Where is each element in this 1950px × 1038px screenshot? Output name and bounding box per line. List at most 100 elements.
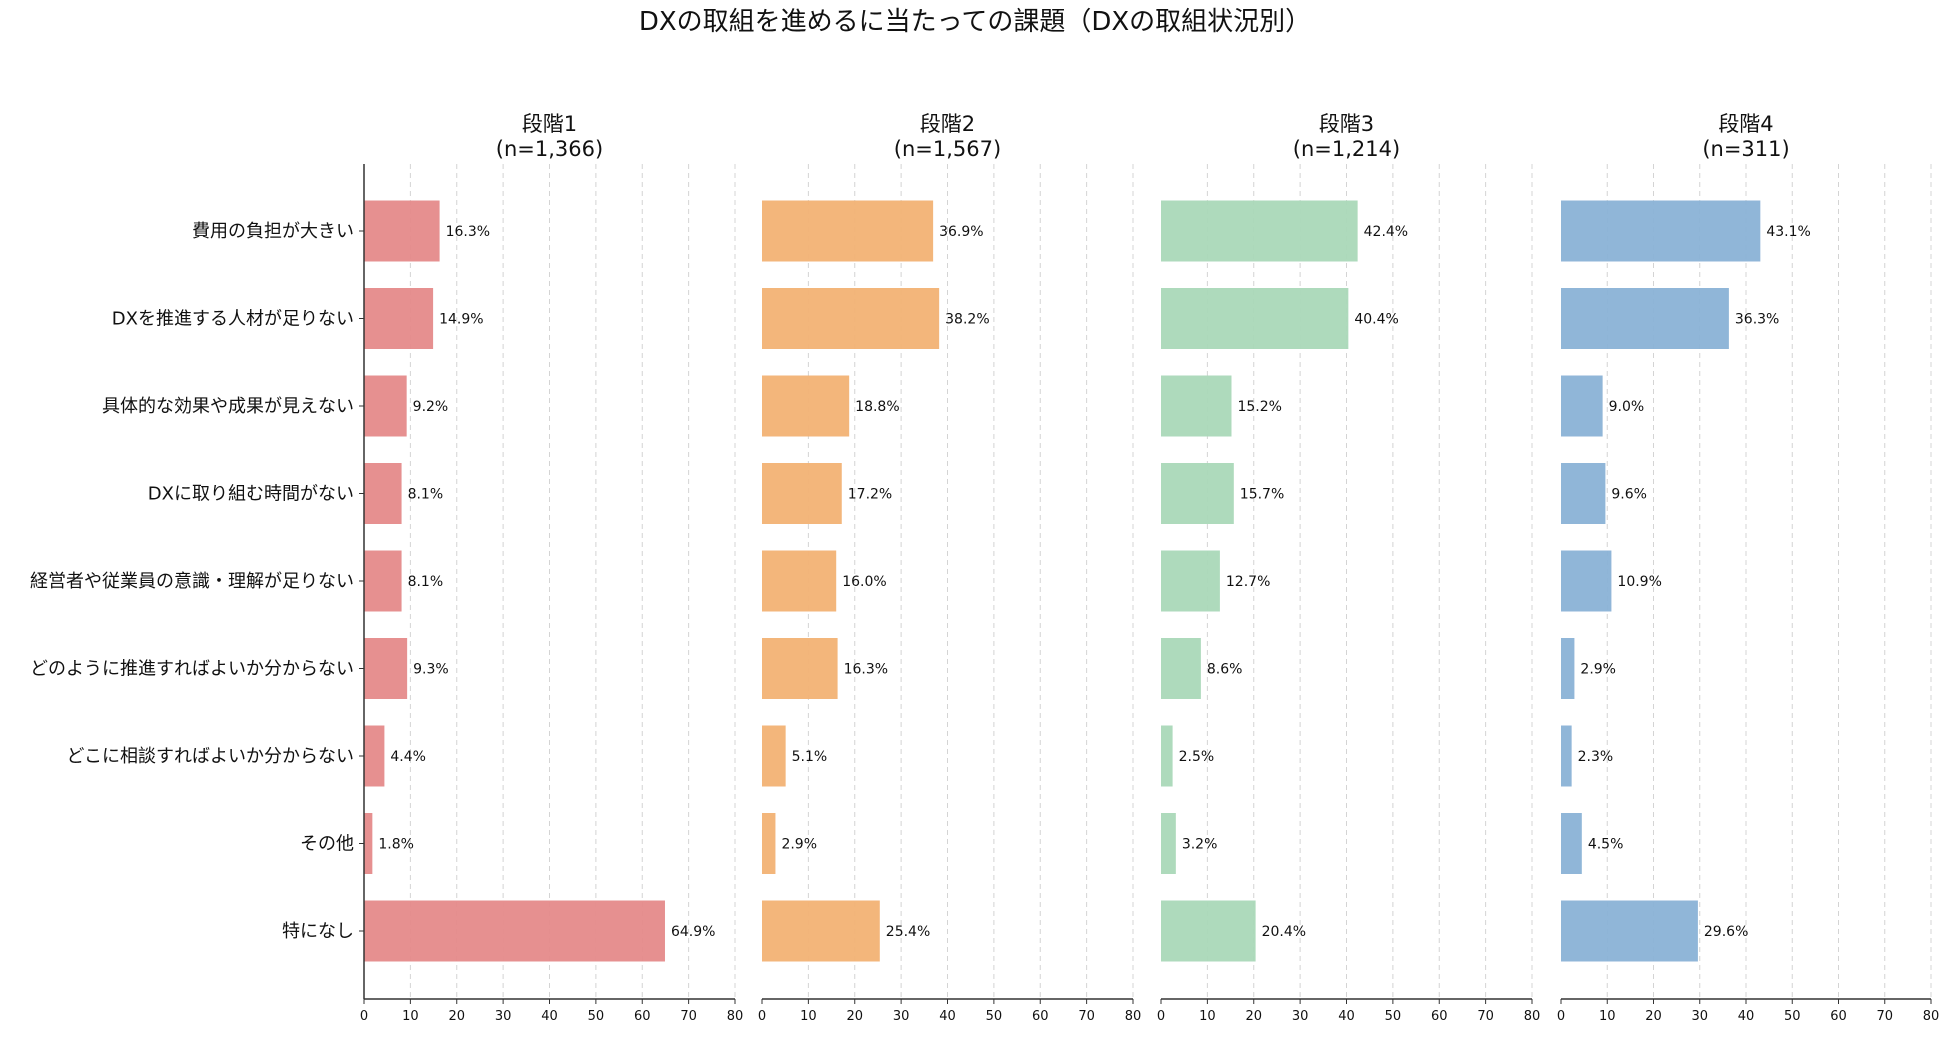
- panel-title: 段階3: [1319, 112, 1374, 136]
- data-label: 42.4%: [1364, 224, 1408, 240]
- bar: [364, 200, 440, 262]
- bar: [762, 725, 786, 787]
- bar: [364, 550, 402, 612]
- panel-title: 段階4: [1718, 112, 1773, 136]
- bar: [1161, 813, 1176, 874]
- data-label: 36.9%: [939, 224, 983, 240]
- x-tick-label: 60: [1431, 1009, 1448, 1024]
- panel-title: 段階1: [522, 112, 577, 136]
- x-tick-label: 40: [1738, 1009, 1755, 1024]
- x-tick-label: 30: [495, 1009, 512, 1024]
- data-label: 64.9%: [671, 924, 715, 940]
- x-tick-label: 70: [1078, 1009, 1095, 1024]
- data-label: 2.9%: [781, 837, 817, 853]
- y-tick-label: DXに取り組む時間がない: [148, 484, 354, 505]
- x-tick-label: 0: [360, 1009, 368, 1024]
- x-tick-label: 30: [1292, 1009, 1309, 1024]
- data-label: 4.4%: [390, 749, 426, 765]
- x-tick-label: 10: [800, 1009, 817, 1024]
- y-tick-label: その他: [300, 834, 354, 855]
- bar: [762, 200, 934, 262]
- x-tick-label: 10: [1199, 1009, 1216, 1024]
- x-tick-label: 10: [1599, 1009, 1616, 1024]
- x-tick-label: 60: [634, 1009, 651, 1024]
- data-label: 8.1%: [408, 574, 444, 590]
- data-label: 17.2%: [848, 487, 892, 503]
- x-tick-label: 30: [893, 1009, 910, 1024]
- x-tick-label: 30: [1691, 1009, 1708, 1024]
- bar: [1161, 900, 1256, 962]
- x-tick-label: 20: [448, 1009, 465, 1024]
- bar: [1161, 200, 1358, 262]
- bar: [762, 550, 837, 612]
- data-label: 18.8%: [855, 399, 899, 415]
- data-label: 16.0%: [842, 574, 886, 590]
- panel-subtitle: (n=1,567): [894, 137, 1001, 161]
- chart-title: DXの取組を進めるに当たっての課題（DXの取組状況別）: [639, 7, 1311, 37]
- x-tick-label: 80: [1524, 1009, 1541, 1024]
- data-label: 8.1%: [408, 487, 444, 503]
- data-label: 40.4%: [1354, 312, 1398, 328]
- y-tick-label: どこに相談すればよいか分からない: [67, 746, 354, 767]
- bar: [1561, 463, 1606, 524]
- data-label: 25.4%: [886, 924, 930, 940]
- y-tick-label: 費用の負担が大きい: [192, 221, 354, 242]
- data-label: 36.3%: [1735, 312, 1779, 328]
- x-tick-label: 40: [541, 1009, 558, 1024]
- x-tick-label: 40: [1338, 1009, 1355, 1024]
- x-tick-label: 20: [1245, 1009, 1262, 1024]
- y-tick-label: 具体的な効果や成果が見えない: [102, 396, 354, 417]
- bar: [1161, 463, 1234, 524]
- x-tick-label: 80: [1125, 1009, 1142, 1024]
- data-label: 5.1%: [792, 749, 828, 765]
- x-tick-label: 0: [1557, 1009, 1565, 1024]
- x-tick-label: 50: [588, 1009, 605, 1024]
- data-label: 9.3%: [413, 662, 449, 678]
- data-label: 9.6%: [1611, 487, 1647, 503]
- x-tick-label: 80: [1923, 1009, 1940, 1024]
- bar: [762, 288, 940, 349]
- data-label: 2.9%: [1580, 662, 1616, 678]
- bar: [1161, 375, 1232, 437]
- x-tick-label: 70: [1876, 1009, 1893, 1024]
- bar: [762, 900, 880, 962]
- data-label: 8.6%: [1207, 662, 1243, 678]
- y-tick-label: 経営者や従業員の意識・理解が足りない: [30, 571, 354, 592]
- data-label: 9.0%: [1609, 399, 1645, 415]
- y-tick-label: 特になし: [282, 921, 354, 942]
- bar: [1161, 725, 1173, 787]
- panel-subtitle: (n=1,214): [1293, 137, 1400, 161]
- x-tick-label: 20: [1645, 1009, 1662, 1024]
- bar: [762, 463, 842, 524]
- data-label: 29.6%: [1704, 924, 1748, 940]
- bar: [1561, 900, 1698, 962]
- data-label: 14.9%: [439, 312, 483, 328]
- bar: [364, 463, 402, 524]
- data-label: 20.4%: [1262, 924, 1306, 940]
- bar: [762, 813, 776, 874]
- data-label: 38.2%: [945, 312, 989, 328]
- bar: [364, 638, 408, 699]
- bar: [1561, 550, 1612, 612]
- x-tick-label: 40: [939, 1009, 956, 1024]
- data-label: 3.2%: [1182, 837, 1218, 853]
- x-tick-label: 70: [680, 1009, 697, 1024]
- data-label: 15.2%: [1237, 399, 1281, 415]
- x-tick-label: 0: [1157, 1009, 1165, 1024]
- bar: [1561, 200, 1761, 262]
- panel-title: 段階2: [920, 112, 975, 136]
- x-tick-label: 50: [986, 1009, 1003, 1024]
- data-label: 4.5%: [1588, 837, 1624, 853]
- data-label: 2.5%: [1179, 749, 1215, 765]
- bar: [364, 725, 385, 787]
- bar: [762, 638, 838, 699]
- bar: [1561, 813, 1582, 874]
- data-label: 16.3%: [446, 224, 490, 240]
- bar: [364, 288, 434, 349]
- bar: [364, 375, 407, 437]
- x-tick-label: 80: [727, 1009, 744, 1024]
- y-tick-label: どのように推進すればよいか分からない: [30, 659, 354, 680]
- bar: [1561, 638, 1575, 699]
- data-label: 16.3%: [844, 662, 888, 678]
- x-tick-label: 10: [402, 1009, 419, 1024]
